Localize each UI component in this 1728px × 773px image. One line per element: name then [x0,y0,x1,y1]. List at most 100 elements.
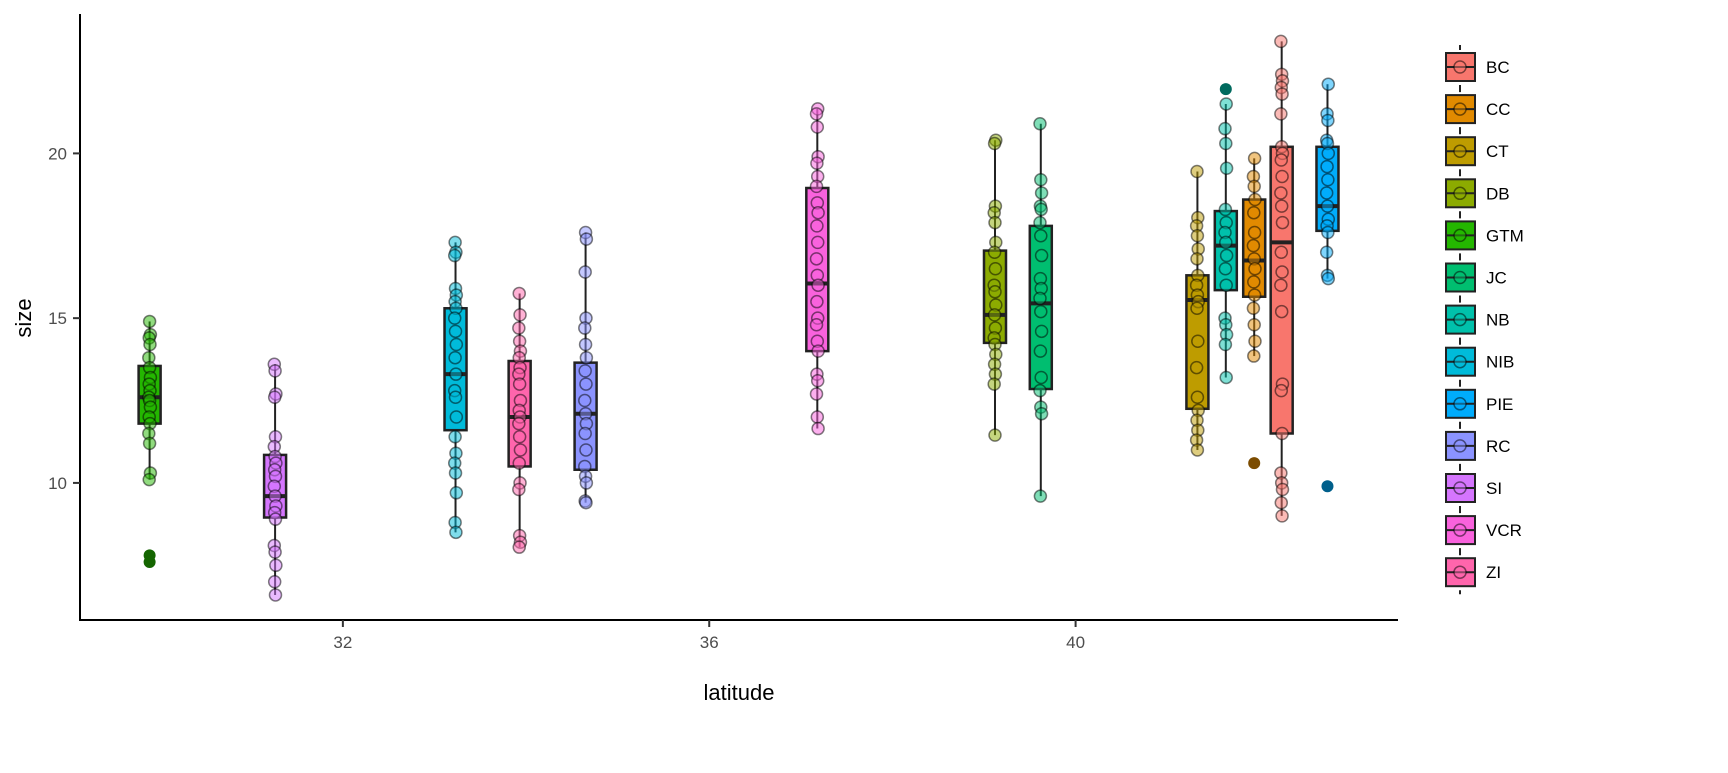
data-point [1189,360,1204,375]
data-point [1248,261,1262,276]
legend-item-JC: JC [1445,255,1507,300]
data-point [268,364,282,378]
data-point [1274,107,1288,121]
data-point [1033,291,1047,306]
outlier-point [1248,457,1261,470]
data-point [448,390,463,404]
legend-item-SI: SI [1445,466,1502,510]
data-point [513,443,528,457]
data-point [268,588,283,602]
y-tick-label: 20 [48,144,67,163]
data-point [512,377,527,391]
data-point [267,390,282,404]
legend-point [1453,102,1467,116]
legend-label: PIE [1486,395,1513,414]
data-point [1033,383,1047,398]
data-point [1319,186,1334,200]
legend-label: JC [1486,269,1507,288]
data-point [1247,349,1261,363]
x-tick-label: 36 [700,633,719,652]
series-ZI [507,286,532,554]
data-point [449,410,464,424]
x-tick-label: 32 [333,633,352,652]
data-point [579,443,593,457]
data-point [810,219,824,233]
data-point [579,377,593,391]
data-point [809,317,824,332]
data-point [512,286,526,301]
data-point [447,248,462,263]
data-point [578,321,592,335]
data-point [1274,186,1288,200]
data-point [1248,334,1262,348]
data-point [1190,301,1204,316]
data-point [810,120,825,134]
legend-item-ZI: ZI [1445,550,1501,595]
data-point [449,525,463,540]
series-CC [1241,151,1267,470]
data-point [578,364,592,378]
data-point [811,205,825,220]
data-point [1321,113,1335,128]
data-point [810,235,825,250]
y-tick-label: 15 [48,309,67,328]
data-point [1274,383,1289,398]
data-point [512,430,527,444]
data-point [1034,248,1049,263]
data-point [811,344,825,358]
data-point [1219,235,1233,250]
data-point [1274,304,1289,319]
data-point [1247,225,1262,240]
legend-label: ZI [1486,563,1501,582]
data-point [1275,87,1289,101]
data-point [987,136,1002,151]
data-point [1218,337,1233,352]
outlier-point [143,556,156,569]
series-NB [1213,83,1239,385]
data-point [448,350,462,365]
legend-point [1453,565,1467,579]
series-SI [262,357,288,602]
x-ticks: 32 36 40 [333,620,1085,652]
data-point [1034,173,1048,187]
data-point [1034,229,1048,243]
data-point [578,265,592,279]
data-point [1247,205,1261,220]
legend-item-NB: NB [1445,297,1510,342]
data-point [579,495,593,510]
data-point [1219,248,1234,263]
series-GTM [137,314,162,569]
data-point [1191,334,1205,348]
legend-label: RC [1486,437,1511,456]
data-point [1248,192,1262,207]
legend-point [1453,523,1467,537]
series-RC [573,225,598,510]
data-point [1190,252,1204,266]
data-point [1275,426,1289,441]
data-point [809,252,824,266]
legend-label: CC [1486,100,1511,119]
data-point [268,545,282,559]
legend-point [1453,354,1467,369]
data-point [1190,229,1205,243]
legend-label: NIB [1486,353,1514,372]
data-point [1033,116,1047,131]
data-point [1246,301,1261,316]
data-point [578,426,592,441]
legend-point [1453,228,1467,243]
data-point [810,294,824,309]
data-point [810,374,825,388]
legend-point [1453,481,1467,495]
data-point [447,311,462,325]
data-point [1274,153,1289,167]
data-point [1275,169,1289,184]
y-ticks: 10 15 20 [48,144,80,493]
data-point [987,377,1001,391]
data-point [1275,265,1289,279]
data-point [448,324,463,339]
data-point [1034,370,1048,385]
legend-point [1453,397,1467,411]
data-point [1274,495,1289,510]
data-point [1274,278,1288,292]
